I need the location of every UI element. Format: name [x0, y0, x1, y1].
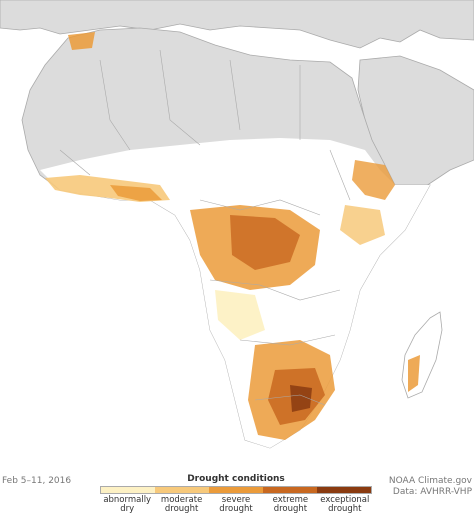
- credit-data: Data: AVHRR-VHP: [392, 487, 472, 497]
- country-borders: [59, 49, 351, 406]
- legend-title: Drought conditions: [187, 474, 285, 484]
- date-label: Feb 5–11, 2016: [2, 476, 72, 486]
- border-line: [229, 59, 241, 131]
- drought-patch-east-africa: [340, 205, 385, 245]
- border-line: [159, 49, 201, 146]
- drought-patch-west-africa-severe: [110, 185, 162, 201]
- drought-map: [0, 0, 474, 449]
- legend-label-severe-drought: severe drought: [219, 495, 253, 514]
- drought-patch-angola: [215, 290, 265, 340]
- drought-patch-southern-exceptional: [290, 385, 312, 412]
- map-footer: Feb 5–11, 2016 Drought conditions abnorm…: [0, 470, 474, 518]
- border-line: [209, 279, 341, 301]
- border-line: [99, 59, 131, 151]
- drought-patch-madagascar: [408, 355, 420, 392]
- credit-block: NOAA Climate.gov Data: AVHRR-VHP: [389, 476, 472, 498]
- drought-patch-ethiopia: [352, 160, 395, 200]
- credit-source: NOAA Climate.gov: [388, 476, 472, 486]
- europe-landmass: [0, 0, 474, 49]
- legend-swatch-moderate-drought: [155, 487, 209, 493]
- drought-patch-central-extreme: [230, 215, 300, 270]
- legend-color-bar: [100, 486, 372, 494]
- border-line: [254, 394, 326, 406]
- legend-swatch-severe-drought: [209, 487, 263, 493]
- border-line: [239, 334, 336, 346]
- border-line: [59, 149, 91, 176]
- drought-patch-morocco: [68, 32, 95, 50]
- legend-swatch-extreme-drought: [263, 487, 317, 493]
- drought-patches: [45, 32, 420, 440]
- legend-swatch-abnormally-dry: [101, 487, 155, 493]
- border-line: [199, 199, 321, 216]
- legend-label-moderate-drought: moderate drought: [160, 495, 203, 514]
- legend-label-exceptional-drought: exceptional drought: [320, 495, 370, 514]
- legend-swatch-exceptional-drought: [317, 487, 371, 493]
- legend-label-abnormally-dry: abnormally dry: [103, 495, 152, 514]
- border-line: [329, 149, 351, 201]
- legend-labels: abnormally dry moderate drought severe d…: [100, 496, 372, 514]
- map-canvas: [0, 0, 474, 449]
- legend-label-extreme-drought: extreme drought: [272, 495, 309, 514]
